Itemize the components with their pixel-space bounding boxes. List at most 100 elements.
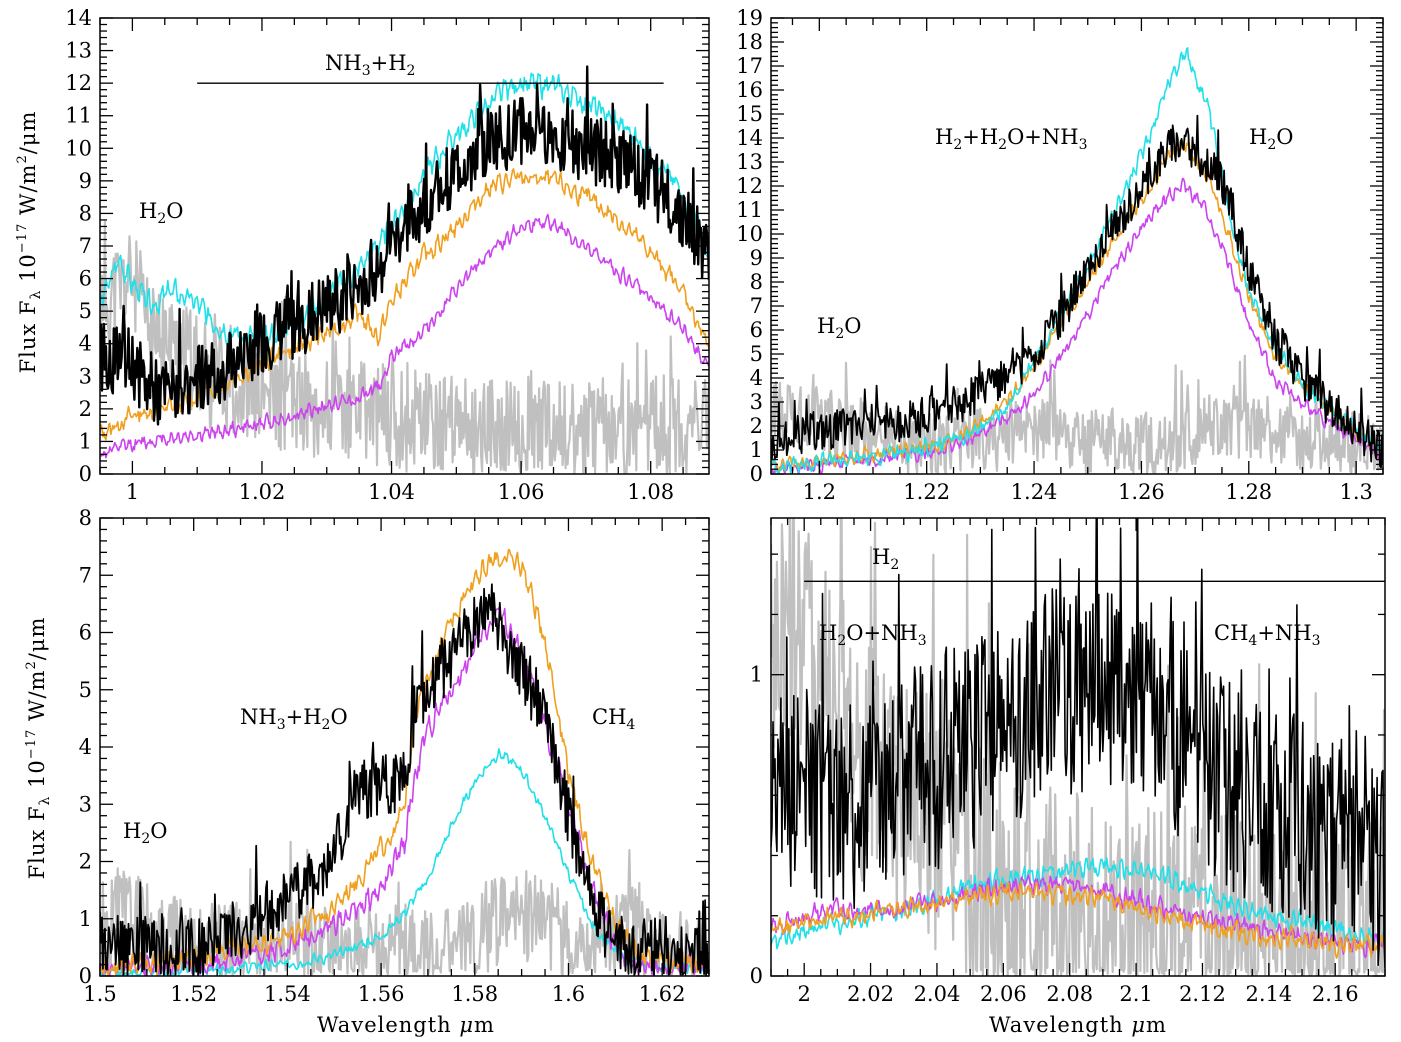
x-tick-label: 1.52 <box>170 982 217 1006</box>
y-tick-label: 0 <box>79 462 92 486</box>
plot-frame <box>99 517 710 977</box>
y-tick-label: 12 <box>736 174 763 198</box>
y-tick-label: 11 <box>65 104 92 128</box>
y-tick-label: 10 <box>736 222 763 246</box>
x-tick-label: 2.04 <box>914 982 961 1006</box>
x-tick-label: 1.06 <box>498 480 545 504</box>
y-tick-label: 13 <box>65 39 92 63</box>
y-tick-label: 19 <box>736 6 763 30</box>
x-tick-label: 1 <box>126 480 139 504</box>
y-tick-label: 0 <box>750 964 763 988</box>
y-tick-label: 7 <box>79 563 92 587</box>
series-line-0 <box>771 518 1385 976</box>
x-tick-label: 2.16 <box>1312 982 1359 1006</box>
annotation-h2o: H2O <box>123 819 167 847</box>
plot-frame <box>99 17 710 475</box>
y-tick-label: 2 <box>750 414 763 438</box>
panel-bottom-right: 2 2.02 2.04 2.06 2.08 2.1 2.12 2.14 2.16 0 1 H2 H2… <box>750 517 1386 1006</box>
series-line-0 <box>771 354 1383 474</box>
annotation-h2o-right: H2O <box>1249 125 1293 153</box>
x-tick-label: 1.56 <box>358 982 405 1006</box>
y-tick-label: 5 <box>750 342 763 366</box>
y-tick-label: 12 <box>65 71 92 95</box>
x-tick-label: 2.12 <box>1179 982 1226 1006</box>
series-line-0 <box>100 220 709 474</box>
y-tick-label: 11 <box>736 198 763 222</box>
x-tick-label: 2 <box>798 982 811 1006</box>
y-tick-label: 9 <box>750 246 763 270</box>
annotation-h2: H2 <box>872 545 899 573</box>
annotation-h2o-left: H2O <box>817 314 861 342</box>
x-tick-label: 2.14 <box>1245 982 1292 1006</box>
y-tick-label: 1 <box>750 438 763 462</box>
y-tick-label: 16 <box>736 78 763 102</box>
annotation-h2-h2o-nh3: H2+H2O+NH3 <box>935 125 1088 153</box>
y-tick-label: 4 <box>79 332 92 356</box>
y-tick-label: 5 <box>79 678 92 702</box>
x-tick-label: 1.26 <box>1118 480 1165 504</box>
y-tick-label: 2 <box>79 397 92 421</box>
series-line-4 <box>100 583 709 976</box>
annotation-nh3-h2: NH3+H2 <box>325 51 415 79</box>
panel-top-right: 1.2 1.22 1.24 1.26 1.28 1.3012345678910111213… <box>736 6 1384 504</box>
x-tick-label: 2.08 <box>1046 982 1093 1006</box>
x-tick-label: 1.6 <box>552 982 585 1006</box>
plot-frame <box>770 17 1384 475</box>
series-line-2 <box>100 607 709 976</box>
annotation-ch4-nh3: CH4+NH3 <box>1214 621 1321 649</box>
x-tick-label: 1.24 <box>1011 480 1058 504</box>
x-tick-label: 2.1 <box>1119 982 1152 1006</box>
y-tick-label: 2 <box>79 850 92 874</box>
plot-frame <box>770 517 1386 977</box>
x-tick-label: 1.3 <box>1339 480 1372 504</box>
y-tick-label: 14 <box>736 126 763 150</box>
panel-bottom-left: 1.5 1.52 1.54 1.56 1.58 1.6 1.62 0 1 2 3 4 5 6 7 8 NH3+… <box>79 506 710 1006</box>
y-tick-label: 4 <box>750 366 763 390</box>
ylabel-bottom: Flux Fλ 10−17 W/m2/μm <box>24 617 53 880</box>
series-line-4 <box>771 114 1383 469</box>
y-tick-label: 4 <box>79 735 92 759</box>
x-tick-label: 1.5 <box>83 982 116 1006</box>
x-tick-label: 1.2 <box>803 480 836 504</box>
x-tick-label: 1.08 <box>627 480 674 504</box>
y-tick-label: 15 <box>736 102 763 126</box>
y-tick-label: 8 <box>750 270 763 294</box>
y-tick-label: 3 <box>79 792 92 816</box>
x-tick-label: 1.02 <box>239 480 286 504</box>
x-tick-label: 2.02 <box>847 982 894 1006</box>
xlabel-bottom-right: Wavelength μm <box>989 1013 1167 1037</box>
x-tick-label: 1.22 <box>903 480 950 504</box>
annotation-nh3-h2o: NH3+H2O <box>240 705 348 733</box>
y-tick-label: 1 <box>79 429 92 453</box>
y-tick-label: 1 <box>79 907 92 931</box>
series-line-4 <box>100 65 709 426</box>
y-tick-label: 13 <box>736 150 763 174</box>
y-tick-label: 1 <box>750 663 763 687</box>
annotation-h2o: H2O <box>139 199 183 227</box>
y-tick-label: 17 <box>736 54 763 78</box>
y-tick-label: 6 <box>79 267 92 291</box>
annotation-ch4: CH4 <box>592 705 635 733</box>
annotation-h2o-nh3: H2O+NH3 <box>819 621 927 649</box>
series-line-1 <box>100 213 709 459</box>
y-tick-label: 14 <box>65 6 92 30</box>
y-tick-label: 3 <box>79 364 92 388</box>
xlabel-bottom-left: Wavelength μm <box>317 1013 495 1037</box>
y-tick-label: 5 <box>79 299 92 323</box>
y-tick-label: 3 <box>750 390 763 414</box>
y-tick-label: 0 <box>750 462 763 486</box>
y-tick-label: 9 <box>79 169 92 193</box>
x-tick-label: 1.28 <box>1225 480 1272 504</box>
y-tick-label: 6 <box>750 318 763 342</box>
y-tick-label: 7 <box>79 234 92 258</box>
y-tick-label: 8 <box>79 506 92 530</box>
y-tick-label: 0 <box>79 964 92 988</box>
y-tick-label: 18 <box>736 30 763 54</box>
series-line-3 <box>771 880 1385 959</box>
x-tick-label: 2.06 <box>980 982 1027 1006</box>
ylabel-top: Flux Fλ 10−17 W/m2/μm <box>15 111 44 374</box>
series-line-4 <box>771 518 1385 969</box>
x-tick-label: 1.58 <box>451 982 498 1006</box>
